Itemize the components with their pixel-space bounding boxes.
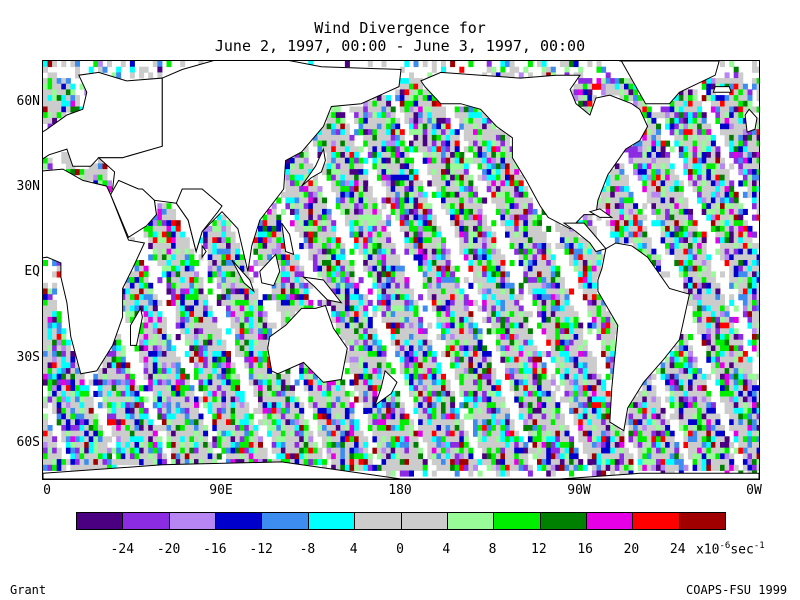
lon-label-90w: 90W [567,483,591,498]
colorbar-tick-label: 24 [669,542,686,557]
map-title-line1: Wind Divergence for [314,19,486,37]
colorbar-tick-label: 8 [488,542,497,557]
colorbar-tick-label: 12 [531,542,547,557]
colorbar-tick-label: -20 [156,542,181,557]
colorbar-swatch [401,513,448,529]
landmass-newguinea [301,276,343,304]
land-masses [43,61,759,479]
colorbar-tick-label: -8 [299,542,316,557]
landmass-borneo [259,253,281,287]
colorbar-tick-label: 0 [396,542,404,557]
landmass-japan [301,147,326,187]
author-credit: Grant [10,583,47,597]
colorbar-swatch [169,513,217,529]
landmass-cuba [588,208,614,218]
colorbar-tick-label: 4 [442,542,451,557]
colorbar-swatch [540,513,587,529]
landmass-newzealand [374,369,398,407]
lat-label-30s: 30S [16,349,40,365]
lat-label-eq: EQ [24,264,40,280]
colorbar-units: x10-6sec-1 [696,541,765,558]
landmass-india [175,188,223,254]
landmass-antarctica [43,461,759,479]
colorbar-tick-label: 16 [577,542,593,557]
landmass-madagascar [130,307,143,346]
landmass-northamerica [420,71,649,230]
landmass-iceland [712,86,732,93]
colorbar-tick-label: 20 [623,542,640,557]
landmass-southamerica [597,242,690,432]
organization-credit: COAPS-FSU 1999 [686,583,788,597]
colorbar-swatch [77,513,124,529]
colorbar [76,512,726,530]
colorbar-tick-label: -24 [110,542,135,557]
colorbar-swatch [308,513,356,529]
lon-label-90e: 90E [209,483,233,498]
colorbar-swatch [679,513,726,529]
lon-label-0: 0 [43,483,51,498]
colorbar-swatch [633,513,680,529]
lat-label-60n: 60N [16,93,40,109]
colorbar-swatch [494,513,541,529]
colorbar-tick-label: -16 [203,542,227,557]
colorbar-tick-label: -12 [249,542,273,557]
landmass-europe [43,71,163,167]
landmass-africa [43,168,146,375]
landmass-centralamerica [562,222,607,253]
colorbar-swatch [262,513,309,529]
landmass-uk [744,108,758,133]
colorbar-swatch [123,513,170,529]
colorbar-swatch [586,513,634,529]
map-area [42,60,760,480]
colorbar-swatch [447,513,495,529]
landmass-australia [267,304,348,383]
map-canvas [43,61,759,479]
colorbar-tick-label: 4 [349,542,358,557]
landmass-greenland [619,61,720,105]
landmass-srilanka [201,244,207,259]
landmass-philippines [281,222,295,256]
lat-label-60s: 60S [16,434,40,450]
map-title-line2: June 2, 1997, 00:00 - June 3, 1997, 00:0… [214,37,586,55]
colorbar-swatch [355,513,402,529]
landmass-arabia [110,179,157,239]
lon-label-180: 180 [388,483,412,498]
lat-label-30n: 30N [16,178,40,194]
colorbar-swatch [216,513,263,529]
lon-label-0w: 0W [746,483,762,498]
divergence-cells [43,61,759,477]
landmass-sumatra [231,259,255,293]
